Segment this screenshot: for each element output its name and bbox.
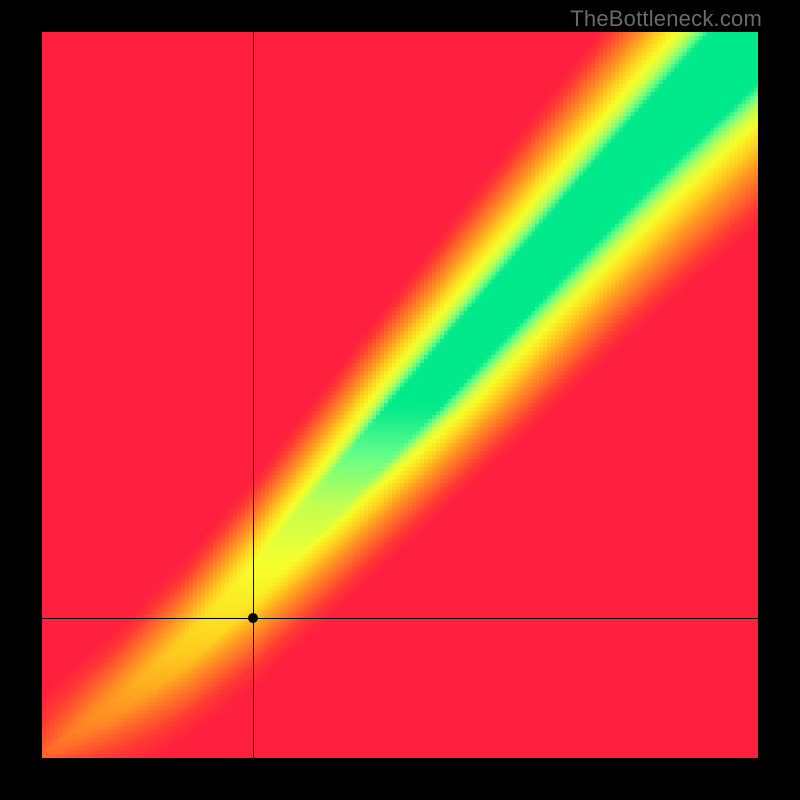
crosshair-marker-dot [248,613,258,623]
watermark-text: TheBottleneck.com [570,6,762,32]
heatmap-plot-area [42,32,758,758]
crosshair-vertical-line [253,32,254,758]
crosshair-horizontal-line [42,618,758,619]
heatmap-canvas [42,32,758,758]
